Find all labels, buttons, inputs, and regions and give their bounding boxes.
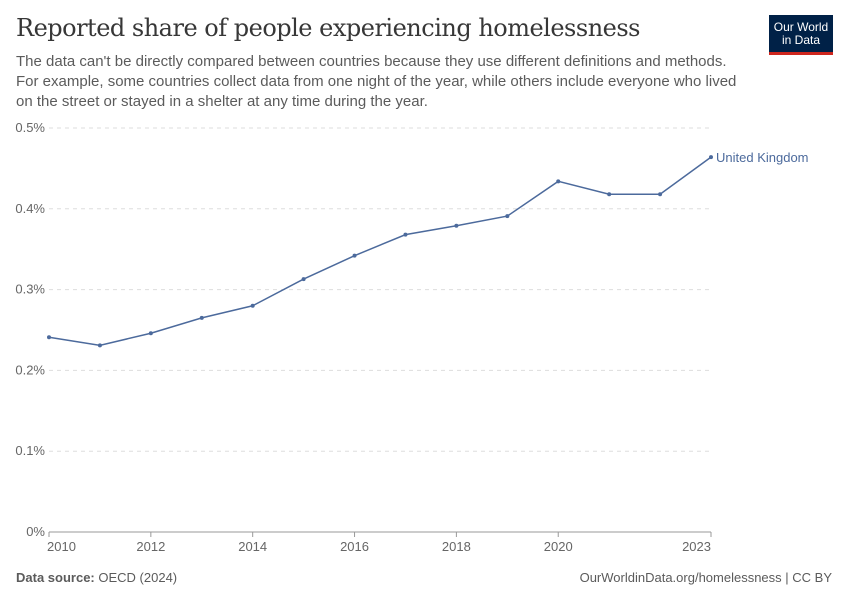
source-link[interactable]: OECD (2024) <box>98 570 178 585</box>
chart-subtitle: The data can't be directly compared betw… <box>16 53 737 110</box>
data-point <box>556 179 561 184</box>
source-label: Data source: <box>16 570 95 585</box>
x-tick-label: 2010 <box>47 539 76 554</box>
y-tick-label: 0.2% <box>15 362 45 377</box>
x-tick-label: 2020 <box>544 539 573 554</box>
data-point <box>352 253 357 258</box>
y-tick-label: 0.4% <box>15 201 45 216</box>
y-tick-label: 0.3% <box>15 282 45 297</box>
data-point <box>607 192 612 197</box>
data-point <box>301 277 306 282</box>
x-tick-label: 2016 <box>340 539 369 554</box>
y-tick-label: 0.1% <box>15 443 45 458</box>
data-point <box>250 303 255 308</box>
y-tick-label: 0.5% <box>15 120 45 135</box>
data-point <box>403 232 408 237</box>
data-point <box>658 192 663 197</box>
y-tick-label: 0% <box>26 524 45 539</box>
data-point <box>47 335 51 340</box>
data-point <box>199 315 204 320</box>
data-point <box>505 214 510 219</box>
data-point <box>709 155 713 160</box>
data-point <box>97 343 102 348</box>
data-source: Data source: OECD (2024) <box>16 570 177 585</box>
series-label: United Kingdom <box>716 150 809 165</box>
x-tick-label: 2014 <box>238 539 267 554</box>
chart-title: Reported share of people experiencing ho… <box>16 14 640 42</box>
series-line <box>48 156 712 347</box>
owid-logo[interactable]: Our World in Data <box>769 15 833 55</box>
data-point <box>454 223 459 228</box>
data-point <box>148 331 153 336</box>
x-tick-label: 2018 <box>442 539 471 554</box>
x-tick-label: 2023 <box>682 539 711 554</box>
credit-link[interactable]: OurWorldinData.org/homelessness | CC BY <box>579 570 832 585</box>
x-tick-label: 2012 <box>136 539 165 554</box>
